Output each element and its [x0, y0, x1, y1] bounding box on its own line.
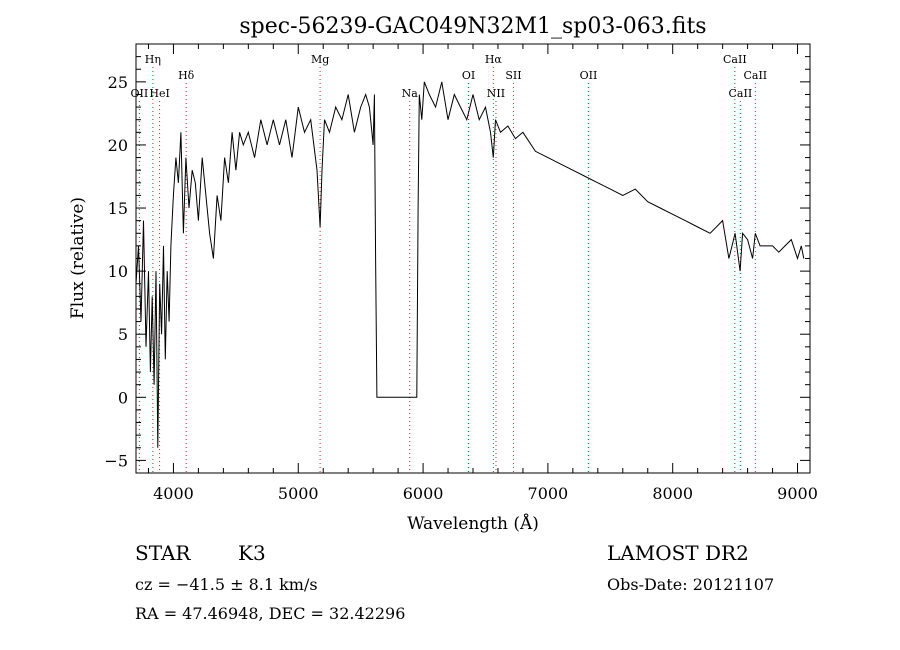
plot-frame: [135, 43, 811, 474]
chart-title: spec-56239-GAC049N32M1_sp03-063.fits: [239, 14, 706, 39]
line-marker-label: HeI: [149, 87, 169, 100]
y-axis-ticks: −5 0 5 10 15 20 25: [104, 56, 810, 470]
x-tick-label: 4000: [153, 484, 194, 503]
observation-date: Obs-Date: 20121107: [607, 575, 775, 594]
line-marker-label: Mg: [311, 53, 329, 66]
line-marker-label: OII: [131, 87, 149, 100]
y-tick-label: 10: [108, 262, 128, 281]
y-tick-label: −5: [104, 451, 128, 470]
line-marker-label: Hδ: [178, 69, 195, 82]
velocity-readout: cz = −41.5 ± 8.1 km/s: [135, 575, 318, 594]
x-tick-label: 7000: [528, 484, 569, 503]
object-subclass: K3: [238, 541, 266, 565]
y-axis-label: Flux (relative): [68, 197, 88, 319]
x-tick-label: 5000: [278, 484, 319, 503]
x-tick-label: 8000: [652, 484, 693, 503]
line-marker-label: Na: [402, 87, 419, 100]
coordinates-readout: RA = 47.46948, DEC = 32.42296: [135, 604, 406, 623]
y-tick-label: 5: [118, 325, 128, 344]
line-marker-label: Hη: [145, 53, 161, 66]
flux-series-line: [135, 81, 805, 448]
line-marker-label: NII: [487, 87, 505, 100]
object-type: STAR: [135, 541, 191, 565]
line-marker-label: SII: [505, 69, 521, 82]
line-marker-label: OII: [580, 69, 598, 82]
x-tick-label: 6000: [403, 484, 444, 503]
line-marker-label: Hα: [485, 53, 503, 66]
y-tick-label: 20: [108, 136, 128, 155]
x-tick-label: 9000: [777, 484, 818, 503]
survey-name: LAMOST DR2: [607, 541, 749, 565]
line-marker-label: OI: [462, 69, 475, 82]
y-tick-label: 25: [108, 73, 128, 92]
line-marker-label: CaII: [729, 87, 753, 100]
line-marker-label: CaII: [743, 69, 767, 82]
x-axis-ticks: 4000 5000 6000 7000 8000 9000: [147, 44, 818, 503]
x-axis-label: Wavelength (Å): [407, 513, 539, 534]
y-tick-label: 0: [118, 388, 128, 407]
y-tick-label: 15: [108, 199, 128, 218]
line-marker-label: CaII: [723, 53, 747, 66]
